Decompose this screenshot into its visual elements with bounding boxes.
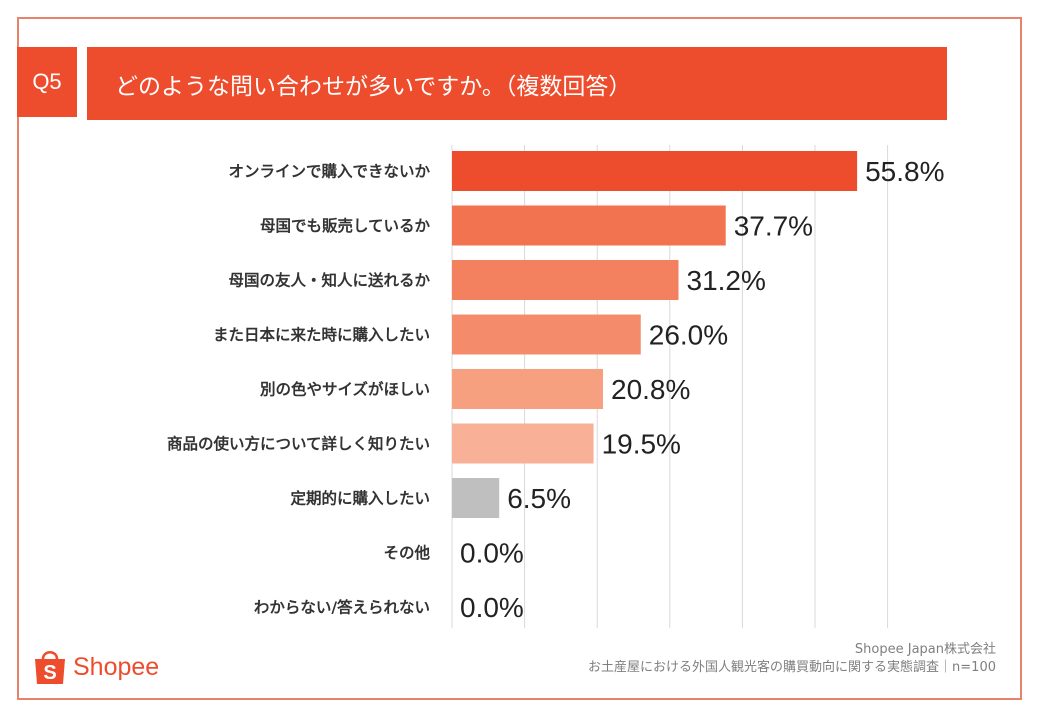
data-label: 26.0%: [649, 320, 728, 351]
category-label: 商品の使い方について詳しく知りたい: [167, 434, 430, 453]
data-label: 31.2%: [687, 265, 766, 296]
data-label: 19.5%: [602, 429, 681, 460]
logo-text: Shopee: [73, 652, 160, 681]
bar: [452, 369, 604, 409]
bar: [452, 478, 500, 518]
data-label: 0.0%: [460, 538, 524, 569]
bar: [452, 260, 679, 300]
category-label: オンラインで購入できないか: [228, 163, 430, 181]
question-number: Q5: [32, 69, 62, 94]
category-label: わからない/答えられない: [254, 598, 430, 617]
category-label: 母国でも販売しているか: [260, 216, 431, 235]
source-note: Shopee Japan株式会社 お土産屋における外国人観光客の購買動向に関する…: [588, 641, 996, 677]
bar: [452, 314, 641, 355]
category-label: 別の色やサイズがほしい: [260, 380, 430, 399]
shopping-bag-icon: S: [35, 650, 65, 684]
category-label: 定期的に購入したい: [290, 489, 430, 508]
question-number-badge: Q5: [17, 47, 77, 117]
data-label: 37.7%: [734, 211, 813, 242]
category-label: また日本に来た時に購入したい: [213, 325, 430, 344]
bar: [452, 151, 858, 191]
data-label: 0.0%: [460, 592, 524, 623]
outer-frame: [17, 17, 1022, 700]
data-label: 6.5%: [507, 483, 571, 514]
source-survey: お土産屋における外国人観光客の購買動向に関する実態調査｜n=100: [588, 660, 996, 675]
bar: [452, 423, 594, 464]
question-title: どのような問い合わせが多いですか。（複数回答）: [115, 73, 632, 100]
shopee-logo: S Shopee: [33, 648, 159, 686]
svg-text:S: S: [43, 662, 56, 684]
data-label: 55.8%: [865, 156, 944, 187]
question-title-bar: どのような問い合わせが多いですか。（複数回答）: [87, 47, 947, 120]
category-label: その他: [383, 543, 430, 562]
data-label: 20.8%: [611, 374, 690, 405]
category-label: 母国の友人・知人に送れるか: [228, 271, 430, 290]
bar: [452, 205, 726, 246]
source-company: Shopee Japan株式会社: [854, 642, 996, 657]
